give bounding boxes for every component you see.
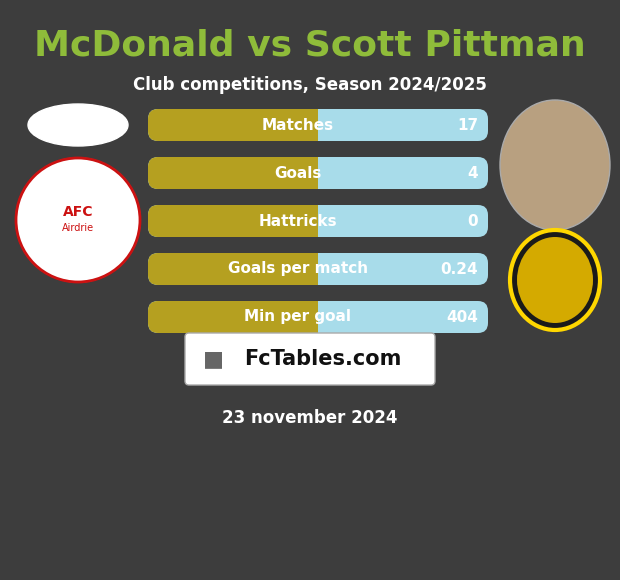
Ellipse shape [28,104,128,146]
Text: 0: 0 [467,213,478,229]
FancyBboxPatch shape [185,333,435,385]
Text: Goals: Goals [274,165,321,180]
Text: FcTables.com: FcTables.com [244,349,401,369]
Ellipse shape [510,230,600,330]
FancyBboxPatch shape [148,157,488,189]
Ellipse shape [500,100,610,230]
FancyBboxPatch shape [148,109,318,141]
FancyBboxPatch shape [148,205,318,237]
Text: ■: ■ [203,349,223,369]
FancyBboxPatch shape [148,253,318,285]
FancyBboxPatch shape [148,301,488,333]
Text: Matches: Matches [262,118,334,132]
Bar [308,301,318,333]
Text: 404: 404 [446,310,478,324]
Text: 17: 17 [457,118,478,132]
Text: Hattricks: Hattricks [259,213,337,229]
Circle shape [16,158,140,282]
FancyBboxPatch shape [148,109,488,141]
Bar [308,253,318,285]
Text: AFC: AFC [63,205,93,219]
Text: Min per goal: Min per goal [244,310,351,324]
FancyBboxPatch shape [148,301,318,333]
Text: 4: 4 [467,165,478,180]
FancyBboxPatch shape [148,205,488,237]
Text: Club competitions, Season 2024/2025: Club competitions, Season 2024/2025 [133,76,487,94]
FancyBboxPatch shape [148,253,488,285]
Text: Airdrie: Airdrie [62,223,94,233]
Text: 23 november 2024: 23 november 2024 [222,409,398,427]
Text: 0.24: 0.24 [440,262,478,277]
Bar [308,157,318,189]
FancyBboxPatch shape [148,157,318,189]
Text: McDonald vs Scott Pittman: McDonald vs Scott Pittman [34,28,586,62]
Ellipse shape [517,237,593,323]
Text: Goals per match: Goals per match [228,262,368,277]
Bar [308,205,318,237]
Bar [308,109,318,141]
